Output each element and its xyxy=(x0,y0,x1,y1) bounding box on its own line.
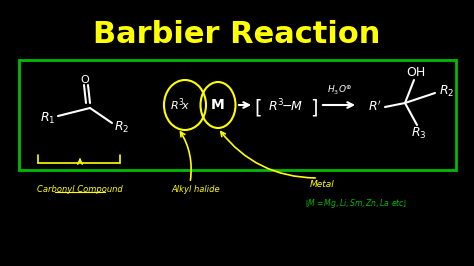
Text: Carbonyl Compound: Carbonyl Compound xyxy=(37,185,123,194)
Text: OH: OH xyxy=(406,66,426,80)
Text: [: [ xyxy=(254,98,262,118)
Text: O: O xyxy=(81,75,90,85)
Text: M: M xyxy=(211,98,225,112)
Text: ]: ] xyxy=(310,98,318,118)
Text: $R'$: $R'$ xyxy=(368,100,382,114)
Text: $R_3$: $R_3$ xyxy=(411,126,427,140)
Text: $R_1$: $R_1$ xyxy=(40,110,56,126)
Text: Barbier Reaction: Barbier Reaction xyxy=(93,20,381,49)
Text: Metal: Metal xyxy=(310,180,335,189)
Text: $R_2$: $R_2$ xyxy=(114,119,130,135)
Text: $R^3\!x$: $R^3\!x$ xyxy=(170,97,190,113)
Text: $R_2$: $R_2$ xyxy=(439,84,455,98)
Text: $\lfloor M = Mg, Li, Sm, Zn, La$ etc$\rfloor$: $\lfloor M = Mg, Li, Sm, Zn, La$ etc$\rf… xyxy=(305,197,407,210)
Text: $H_3O^{\oplus}$: $H_3O^{\oplus}$ xyxy=(327,84,353,97)
Bar xyxy=(19,60,456,170)
Text: Alkyl halide: Alkyl halide xyxy=(172,185,220,194)
Text: $R^3\!\!-\!\!M$: $R^3\!\!-\!\!M$ xyxy=(268,98,303,114)
